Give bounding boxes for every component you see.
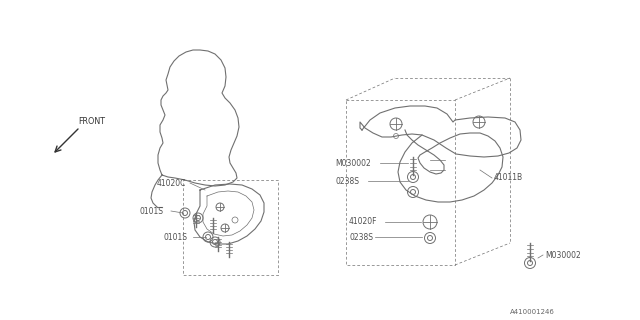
Text: 41020C: 41020C <box>157 179 186 188</box>
Text: A410001246: A410001246 <box>510 309 555 315</box>
Text: 0238S: 0238S <box>349 233 373 242</box>
Text: FRONT: FRONT <box>78 117 105 126</box>
Text: 41011B: 41011B <box>494 173 523 182</box>
Text: 0238S: 0238S <box>335 177 359 186</box>
Text: M030002: M030002 <box>335 158 371 167</box>
Text: 0101S: 0101S <box>140 206 164 215</box>
Text: 41020F: 41020F <box>349 218 378 227</box>
Text: 0101S: 0101S <box>163 233 187 242</box>
Text: M030002: M030002 <box>545 251 580 260</box>
